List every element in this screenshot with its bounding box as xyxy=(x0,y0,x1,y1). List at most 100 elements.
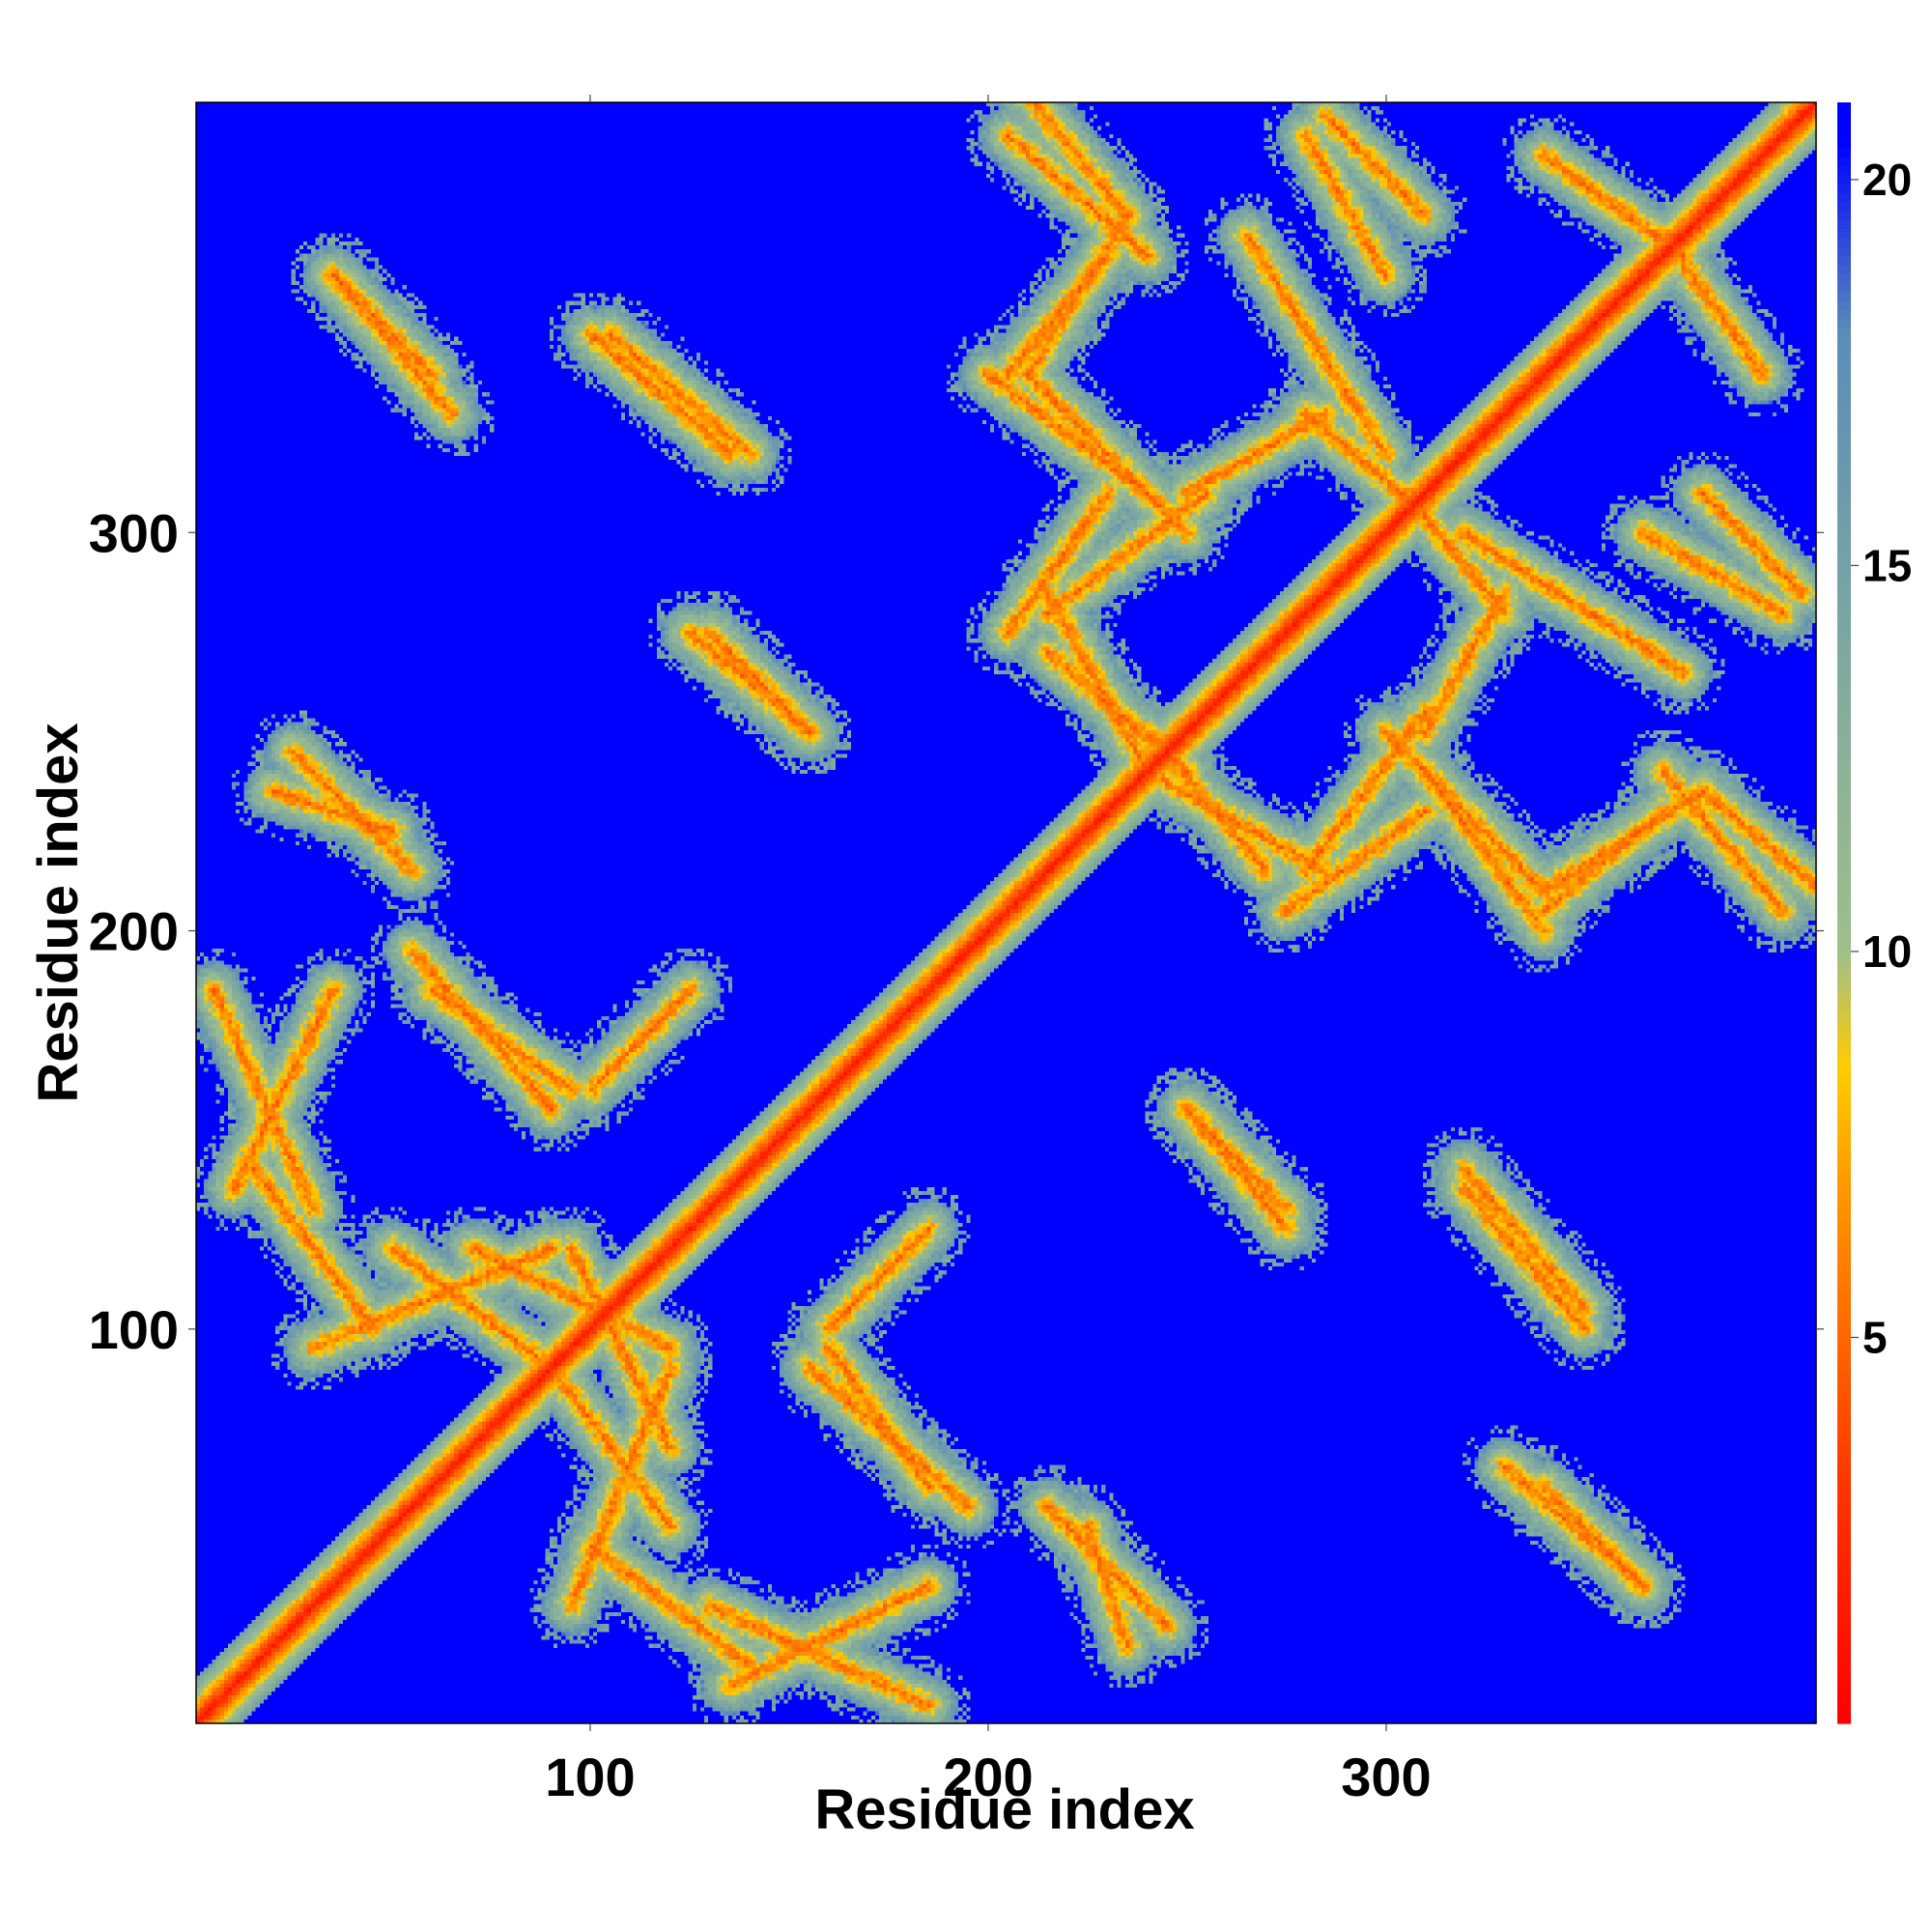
colorbar-segment xyxy=(1837,1714,1851,1724)
x-axis-title: Residue index xyxy=(814,1778,1194,1841)
colorbar-segment xyxy=(1837,634,1851,643)
colorbar-segment xyxy=(1837,724,1851,734)
colorbar-segment xyxy=(1837,1543,1851,1553)
colorbar-segment xyxy=(1837,246,1851,257)
colorbar-segment xyxy=(1837,768,1851,779)
colorbar-segment xyxy=(1837,462,1851,472)
colorbar-segment xyxy=(1837,1651,1851,1662)
colorbar-segment xyxy=(1837,1236,1851,1247)
colorbar-segment xyxy=(1837,1480,1851,1491)
colorbar-segment xyxy=(1837,867,1851,878)
colorbar-segment xyxy=(1837,1462,1851,1472)
colorbar-segment xyxy=(1837,273,1851,284)
colorbar-segment xyxy=(1837,930,1851,941)
colorbar-segment xyxy=(1837,1209,1851,1220)
colorbar-segment xyxy=(1837,1011,1851,1022)
colorbar-segment xyxy=(1837,1003,1851,1013)
colorbar-segment xyxy=(1837,1390,1851,1400)
colorbar-segment xyxy=(1837,597,1851,608)
y-tick-label: 100 xyxy=(89,1299,179,1360)
colorbar-segment xyxy=(1837,1065,1851,1076)
colorbar-segment xyxy=(1837,183,1851,193)
colorbar-segment xyxy=(1837,1453,1851,1463)
colorbar-segment xyxy=(1837,128,1851,139)
colorbar-segment xyxy=(1837,1380,1851,1391)
colorbar-segment xyxy=(1837,399,1851,410)
colorbar-segment xyxy=(1837,201,1851,212)
colorbar-segment xyxy=(1837,1074,1851,1085)
colorbar-segment xyxy=(1837,1578,1851,1589)
colorbar-segment xyxy=(1837,553,1851,563)
colorbar-segment xyxy=(1837,1165,1851,1175)
colorbar-segment xyxy=(1837,859,1851,868)
colorbar-segment xyxy=(1837,417,1851,428)
colorbar-segment xyxy=(1837,1551,1851,1562)
colorbar-segment xyxy=(1837,1282,1851,1293)
colorbar-segment xyxy=(1837,390,1851,401)
colorbar-segment xyxy=(1837,120,1851,130)
colorbar-segment xyxy=(1837,1147,1851,1157)
colorbar-segment xyxy=(1837,1038,1851,1049)
colorbar-segment xyxy=(1837,408,1851,418)
colorbar-segment xyxy=(1837,264,1851,274)
colorbar-segment xyxy=(1837,498,1851,509)
colorbar-segment xyxy=(1837,1345,1851,1355)
colorbar-segment xyxy=(1837,840,1851,851)
colorbar-segment xyxy=(1837,165,1851,176)
colorbar-segment xyxy=(1837,1318,1851,1328)
colorbar-segment xyxy=(1837,1264,1851,1274)
colorbar-segment xyxy=(1837,1326,1851,1337)
colorbar-segment xyxy=(1837,678,1851,689)
colorbar-segment xyxy=(1837,1696,1851,1706)
colorbar-segment xyxy=(1837,318,1851,328)
colorbar-segment xyxy=(1837,1561,1851,1572)
colorbar-segment xyxy=(1837,1272,1851,1283)
colorbar-segment xyxy=(1837,444,1851,455)
colorbar-segment xyxy=(1837,922,1851,932)
colorbar-segment xyxy=(1837,1291,1851,1301)
colorbar-segment xyxy=(1837,1191,1851,1202)
colorbar-segment xyxy=(1837,1444,1851,1454)
colorbar-segment xyxy=(1837,732,1851,743)
colorbar-segment xyxy=(1837,1470,1851,1481)
colorbar-segment xyxy=(1837,1047,1851,1058)
colorbar-segment xyxy=(1837,1138,1851,1148)
colorbar-segment xyxy=(1837,327,1851,337)
colorbar-segment xyxy=(1837,714,1851,724)
colorbar-segment xyxy=(1837,534,1851,545)
colorbar-segment xyxy=(1837,355,1851,364)
y-tick-label: 300 xyxy=(89,502,179,563)
colorbar-segment xyxy=(1837,174,1851,185)
colorbar-segment xyxy=(1837,822,1851,833)
colorbar-segment xyxy=(1837,669,1851,680)
colorbar-segment xyxy=(1837,255,1851,266)
colorbar-segment xyxy=(1837,778,1851,788)
colorbar-segment xyxy=(1837,1669,1851,1679)
colorbar-segment xyxy=(1837,1705,1851,1716)
colorbar-segment xyxy=(1837,1624,1851,1634)
colorbar-segment xyxy=(1837,156,1851,166)
colorbar-segment xyxy=(1837,426,1851,437)
colorbar-segment xyxy=(1837,1633,1851,1643)
colorbar-segment xyxy=(1837,1660,1851,1670)
colorbar-segment xyxy=(1837,1489,1851,1499)
colorbar-tick-label: 10 xyxy=(1862,926,1912,977)
plot-frame xyxy=(195,101,1817,1724)
colorbar-segment xyxy=(1837,741,1851,752)
colorbar-segment xyxy=(1837,1201,1851,1211)
colorbar-segment xyxy=(1837,489,1851,499)
colorbar-segment xyxy=(1837,453,1851,464)
colorbar-segment xyxy=(1837,210,1851,220)
colorbar-segment xyxy=(1837,651,1851,662)
y-axis-title: Residue index xyxy=(27,723,90,1102)
colorbar-segment xyxy=(1837,435,1851,445)
colorbar-segment xyxy=(1837,471,1851,482)
colorbar-segment xyxy=(1837,642,1851,653)
colorbar-segment xyxy=(1837,1020,1851,1031)
colorbar-segment xyxy=(1837,876,1851,887)
colorbar-segment xyxy=(1837,751,1851,761)
colorbar-segment xyxy=(1837,1218,1851,1229)
colorbar-segment xyxy=(1837,1507,1851,1518)
colorbar-segment xyxy=(1837,1678,1851,1689)
colorbar-segment xyxy=(1837,1605,1851,1616)
